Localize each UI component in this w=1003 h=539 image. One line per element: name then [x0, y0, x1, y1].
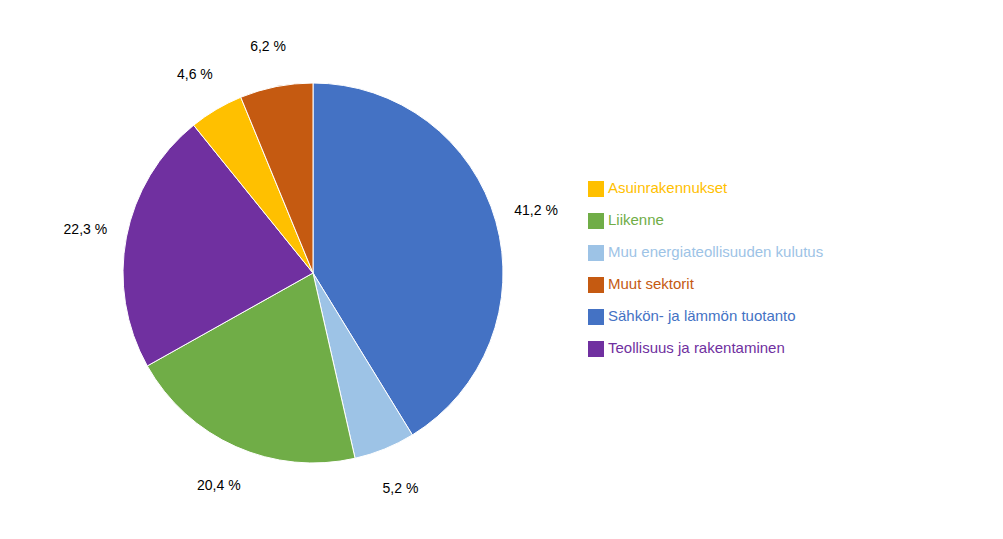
html-text:Muut sektorit: Muut sektorit	[608, 275, 694, 292]
html-text:Liikenne: Liikenne	[608, 211, 664, 228]
html-text:Sähkön- ja lämmön tuotanto: Sähkön- ja lämmön tuotanto	[608, 307, 796, 324]
svg-text:4,6 %: 4,6 %	[177, 66, 213, 82]
svg-text:5,2 %: 5,2 %	[383, 480, 419, 496]
svg-text:41,2 %: 41,2 %	[514, 202, 558, 218]
svg-text:22,3 %: 22,3 %	[64, 221, 108, 237]
svg-text:20,4 %: 20,4 %	[197, 477, 241, 493]
html-text:Teollisuus ja rakentaminen: Teollisuus ja rakentaminen	[608, 339, 785, 356]
svg-text:6,2 %: 6,2 %	[250, 38, 286, 54]
html-text:Muu energiateollisuuden kulutu: Muu energiateollisuuden kulutus	[608, 243, 824, 260]
html-text:Asuinrakennukset: Asuinrakennukset	[608, 179, 728, 196]
